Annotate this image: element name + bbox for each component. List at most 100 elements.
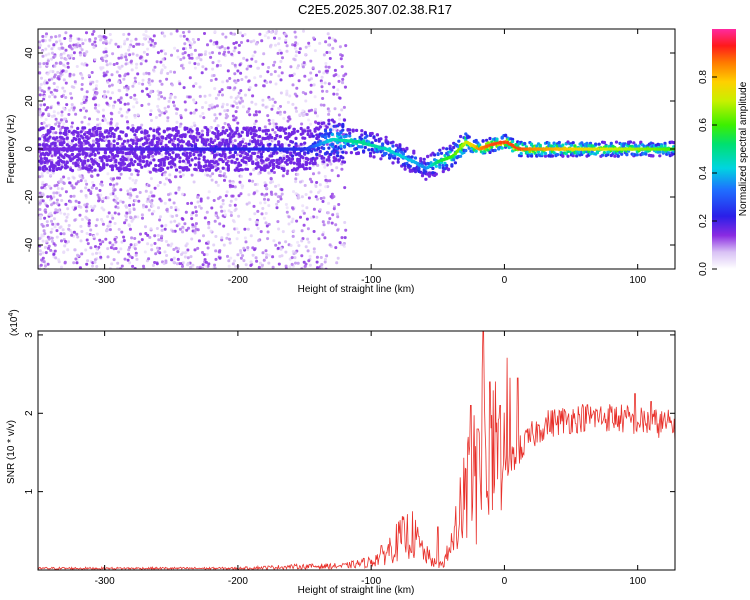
spectrogram-noise-cell [53, 95, 57, 99]
spectrogram-noise-cell [286, 100, 290, 104]
spectrogram-noise-cell [38, 150, 41, 154]
spectrogram-ridge-cell [91, 162, 95, 166]
spectrogram-noise-cell [39, 103, 43, 107]
spectrogram-ridge-cell [117, 134, 121, 139]
spectrogram-ridge-cell [150, 143, 154, 147]
spectrogram-noise-cell [56, 85, 59, 89]
spectrogram-ridge-cell [297, 151, 302, 156]
spectrogram-noise-cell [221, 93, 224, 97]
spectrogram-noise-cell [180, 253, 183, 256]
spectrogram-noise-cell [59, 42, 63, 46]
spectrogram-noise-cell [263, 201, 267, 205]
spectrogram-noise-cell [47, 86, 51, 90]
spectrogram-noise-cell [287, 215, 291, 219]
spectrogram-noise-cell [278, 48, 282, 52]
spectrogram-noise-cell [264, 249, 268, 253]
spectrogram-noise-cell [275, 29, 278, 33]
spectrogram-noise-cell [67, 55, 71, 59]
spectrogram-ridge-cell [301, 131, 305, 135]
spectrogram-noise-cell [101, 240, 105, 244]
spectrogram-noise-cell [74, 199, 78, 203]
spectrogram-noise-cell [106, 121, 110, 125]
spectrogram-ridge-cell [441, 169, 445, 174]
spectrogram-ridge-cell [290, 140, 295, 144]
spectrogram-noise-cell [63, 260, 67, 264]
spectrogram-noise-cell [283, 110, 287, 114]
spectrogram-noise-cell [73, 248, 77, 252]
spectrogram-noise-cell [276, 111, 280, 115]
spectrogram-ridge-cell [239, 134, 243, 138]
spectrogram-noise-cell [197, 204, 201, 208]
spectrogram-noise-cell [278, 65, 282, 69]
spectrogram-noise-cell [149, 89, 153, 93]
spectrogram-noise-cell [42, 97, 46, 101]
spectrogram-noise-cell [76, 180, 80, 184]
spectrogram-noise-cell [80, 48, 84, 52]
spectrogram-noise-cell [221, 126, 225, 129]
spectrogram-noise-cell [156, 51, 160, 55]
spectrogram-noise-cell [78, 266, 82, 269]
spectrogram-ridge-cell [107, 131, 111, 135]
spectrogram-noise-cell [317, 70, 321, 74]
spectrogram-noise-cell [87, 224, 91, 228]
spectrogram-noise-cell [236, 95, 240, 98]
spectrogram-noise-cell [41, 234, 45, 238]
spectrogram-noise-cell [40, 89, 44, 93]
spectrogram-ridge-cell [110, 168, 114, 172]
spectrogram-noise-cell [284, 250, 288, 254]
spectrogram-ridge-cell [102, 166, 106, 170]
spectrogram-noise-cell [179, 58, 183, 61]
spectrogram-noise-cell [338, 45, 342, 49]
spectrogram-ridge-cell [122, 139, 127, 143]
spectrogram-noise-cell [223, 122, 227, 125]
spectrogram-noise-cell [313, 49, 317, 53]
spectrogram-noise-cell [141, 216, 144, 220]
spectrogram-ridge-cell [561, 154, 565, 158]
spectrogram-ridge-cell [173, 136, 177, 141]
spectrogram-noise-cell [87, 74, 91, 77]
spectrogram-noise-cell [233, 227, 237, 231]
spectrogram-ridge-cell [185, 126, 189, 130]
spectrogram-ridge-cell [277, 162, 281, 166]
spectrogram-heatmap [38, 29, 675, 269]
spectrogram-noise-cell [91, 264, 94, 268]
spectrogram-noise-cell [99, 38, 102, 42]
spectrogram-noise-cell [279, 195, 282, 199]
spectrogram-noise-cell [261, 207, 265, 210]
spectrogram-ridge-cell [580, 141, 584, 145]
spectrogram-noise-cell [119, 96, 123, 100]
spectrogram-ridge-cell [616, 154, 620, 158]
spectrogram-noise-cell [55, 229, 59, 233]
spectrogram-noise-cell [101, 108, 105, 112]
spectrogram-noise-cell [160, 111, 164, 115]
spectrogram-ridge-cell [313, 141, 317, 145]
spectrogram-noise-cell [232, 42, 236, 45]
spectrogram-noise-cell [295, 86, 299, 90]
spectrogram-noise-cell [120, 64, 124, 68]
spectrogram-noise-cell [67, 227, 71, 231]
spectrogram-noise-cell [269, 43, 273, 47]
spectrogram-noise-cell [190, 125, 194, 129]
spectrogram-ridge-cell [43, 135, 47, 140]
spectrogram-noise-cell [161, 57, 165, 61]
spectrogram-noise-cell [126, 258, 130, 262]
spectrogram-ridge-cell [154, 168, 158, 172]
spectrogram-noise-cell [218, 249, 222, 253]
spectrogram-noise-cell [168, 173, 172, 177]
spectrogram-noise-cell [61, 86, 65, 90]
spectrogram-ridge-cell [601, 153, 605, 157]
spectrogram-noise-cell [331, 46, 335, 50]
spectrogram-noise-cell [169, 32, 173, 36]
spectrogram-noise-cell [64, 57, 68, 61]
spectrogram-noise-cell [267, 204, 271, 208]
spectrogram-noise-cell [188, 41, 192, 45]
spectrogram-noise-cell [89, 190, 93, 194]
spectrogram-noise-cell [152, 209, 156, 213]
spectrogram-noise-cell [239, 251, 243, 255]
spectrogram-ridge-cell [206, 138, 210, 142]
spectrogram-ridge-cell [375, 133, 379, 137]
spectrogram-noise-cell [130, 59, 133, 63]
spectrogram-noise-cell [223, 47, 227, 51]
spectrogram-noise-cell [193, 40, 196, 44]
spectrogram-noise-cell [315, 260, 319, 264]
